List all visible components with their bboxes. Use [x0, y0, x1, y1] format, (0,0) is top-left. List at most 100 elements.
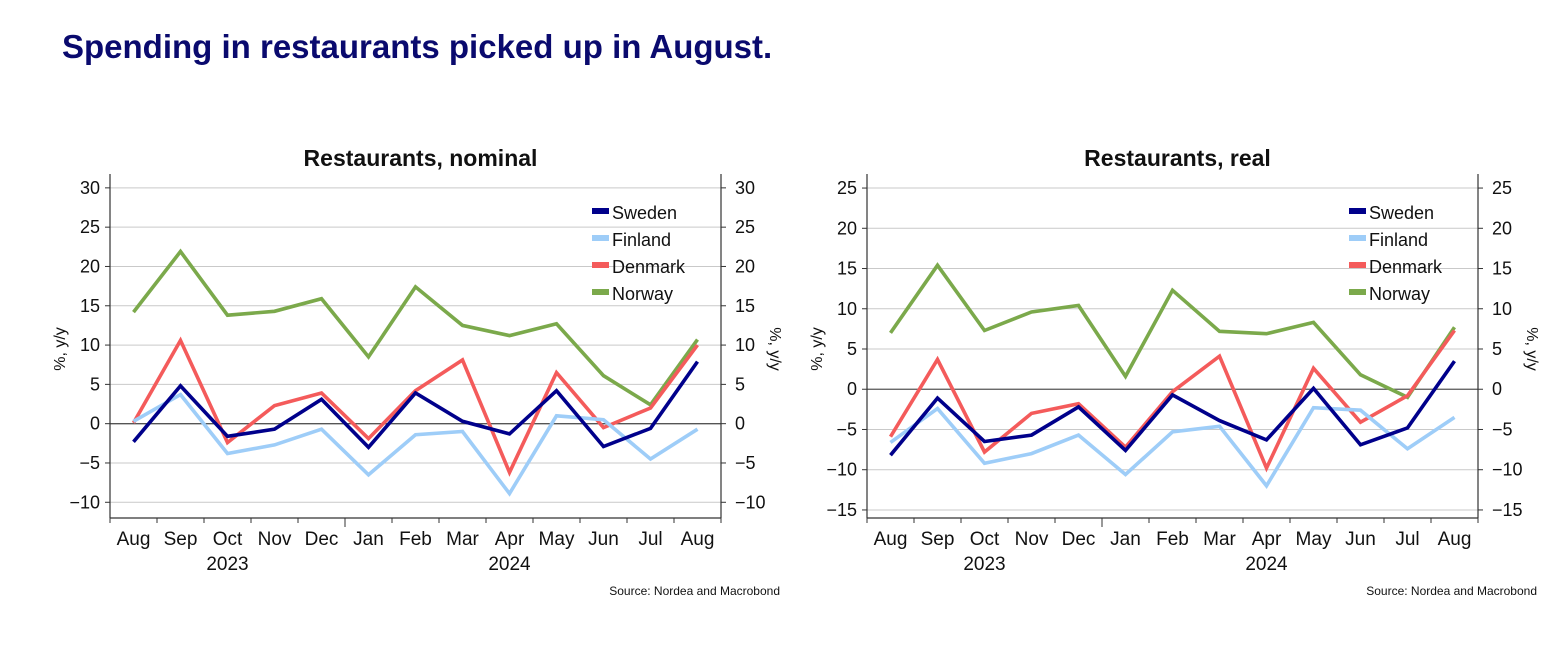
legend-label: Finland [612, 230, 671, 250]
x-tick-label: Nov [1015, 529, 1049, 550]
y-tick-label-right: 0 [735, 414, 745, 434]
chart-real: Restaurants, real −15 −15 −10 −10 −5 −5 0 0 5 5 10 1… [809, 145, 1540, 598]
chart-nominal: Restaurants, nominal −10 −10 −5 −5 0 0 5 5 10 10 15… [52, 145, 783, 598]
x-tick-label: Mar [1203, 529, 1236, 550]
y-tick-label-left: 10 [80, 335, 100, 355]
y-tick-label-left: 15 [837, 259, 857, 279]
y-tick-label-right: 30 [735, 178, 755, 198]
x-tick-label: Aug [1438, 529, 1472, 550]
legend-swatch-sweden [592, 208, 609, 214]
x-tick-label: Oct [970, 529, 1000, 550]
y-tick-label-left: 0 [90, 414, 100, 434]
series-line-denmark [131, 336, 699, 477]
x-tick-label: Dec [305, 529, 339, 550]
y-tick-label-left: 0 [847, 379, 857, 399]
x-tick-label: Jul [638, 529, 662, 550]
y-tick-label-right: 15 [1492, 259, 1512, 279]
legend-label: Sweden [1369, 203, 1434, 223]
legend-swatch-sweden [1349, 208, 1366, 214]
x-tick-label: Apr [1252, 529, 1282, 550]
x-tick-label: Feb [399, 529, 432, 550]
y-tick-label-right: 10 [735, 335, 755, 355]
y-tick-label-right: 5 [735, 374, 745, 394]
y-tick-label-right: 15 [735, 296, 755, 316]
x-tick-label: Nov [258, 529, 292, 550]
y-tick-label-left: 5 [90, 374, 100, 394]
y-tick-label-left: 25 [837, 178, 857, 198]
x-tick-label: Dec [1062, 529, 1096, 550]
x-tick-label: Aug [117, 529, 151, 550]
y-tick-label-right: 25 [1492, 178, 1512, 198]
y-axis-title-left: %, y/y [809, 327, 826, 371]
x-tick-label: Jan [1110, 529, 1141, 550]
legend-label: Norway [612, 284, 673, 304]
y-axis-title-left: %, y/y [52, 327, 69, 371]
legend-swatch-finland [592, 235, 609, 241]
legend-swatch-norway [1349, 289, 1366, 295]
y-tick-label-left: 15 [80, 296, 100, 316]
x-tick-label: Mar [446, 529, 479, 550]
source-note: Source: Nordea and Macrobond [609, 584, 780, 598]
y-tick-label-left: −10 [69, 492, 100, 512]
y-tick-label-left: 10 [837, 299, 857, 319]
y-tick-label-left: −5 [79, 453, 100, 473]
y-tick-label-right: −10 [1492, 460, 1523, 480]
y-tick-label-right: 10 [1492, 299, 1512, 319]
y-tick-label-left: 5 [847, 339, 857, 359]
y-tick-label-left: −15 [826, 500, 857, 520]
x-year-label: 2023 [206, 554, 248, 575]
x-tick-label: Aug [874, 529, 908, 550]
y-tick-label-right: −15 [1492, 500, 1523, 520]
legend-label: Finland [1369, 230, 1428, 250]
x-tick-label: Aug [681, 529, 715, 550]
x-tick-label: May [539, 529, 575, 550]
x-tick-label: Apr [495, 529, 525, 550]
series-line-norway [132, 248, 699, 408]
y-axis-title-right: %, y/y [766, 327, 783, 371]
y-tick-label-left: 30 [80, 178, 100, 198]
y-tick-label-right: 25 [735, 217, 755, 237]
series-line-sweden [889, 360, 1456, 457]
y-tick-label-right: −5 [1492, 419, 1513, 439]
x-tick-label: May [1296, 529, 1332, 550]
y-tick-label-left: 20 [80, 256, 100, 276]
legend-label: Denmark [1369, 257, 1443, 277]
x-year-label: 2024 [1245, 554, 1288, 575]
y-tick-label-right: 20 [735, 256, 755, 276]
legend-label: Norway [1369, 284, 1430, 304]
y-tick-label-right: 5 [1492, 339, 1502, 359]
chart-title: Restaurants, real [1084, 145, 1271, 171]
source-note: Source: Nordea and Macrobond [1366, 584, 1537, 598]
y-tick-label-left: 25 [80, 217, 100, 237]
series-line-denmark [888, 329, 1456, 473]
legend-swatch-denmark [1349, 262, 1366, 268]
y-tick-label-right: −10 [735, 492, 766, 512]
legend-label: Sweden [612, 203, 677, 223]
x-tick-label: Jul [1395, 529, 1419, 550]
series-line-sweden [132, 360, 699, 450]
x-tick-label: Oct [213, 529, 243, 550]
y-tick-label-right: −5 [735, 453, 756, 473]
y-axis-title-right: %, y/y [1523, 327, 1540, 371]
legend-swatch-norway [592, 289, 609, 295]
y-tick-label-left: −5 [836, 419, 857, 439]
x-year-label: 2024 [488, 554, 531, 575]
page-title: Spending in restaurants picked up in Aug… [62, 28, 773, 65]
series-line-finland [132, 392, 699, 497]
x-year-label: 2023 [963, 554, 1005, 575]
y-tick-label-left: 20 [837, 218, 857, 238]
y-tick-label-left: −10 [826, 460, 857, 480]
series-line-norway [889, 262, 1456, 400]
x-tick-label: Sep [164, 529, 198, 550]
legend-label: Denmark [612, 257, 686, 277]
x-tick-label: Feb [1156, 529, 1189, 550]
y-tick-label-right: 0 [1492, 379, 1502, 399]
x-tick-label: Jan [353, 529, 384, 550]
x-tick-label: Sep [921, 529, 955, 550]
legend-swatch-denmark [592, 262, 609, 268]
chart-title: Restaurants, nominal [304, 145, 538, 171]
x-tick-label: Jun [588, 529, 619, 550]
y-tick-label-right: 20 [1492, 218, 1512, 238]
legend-swatch-finland [1349, 235, 1366, 241]
x-tick-label: Jun [1345, 529, 1376, 550]
